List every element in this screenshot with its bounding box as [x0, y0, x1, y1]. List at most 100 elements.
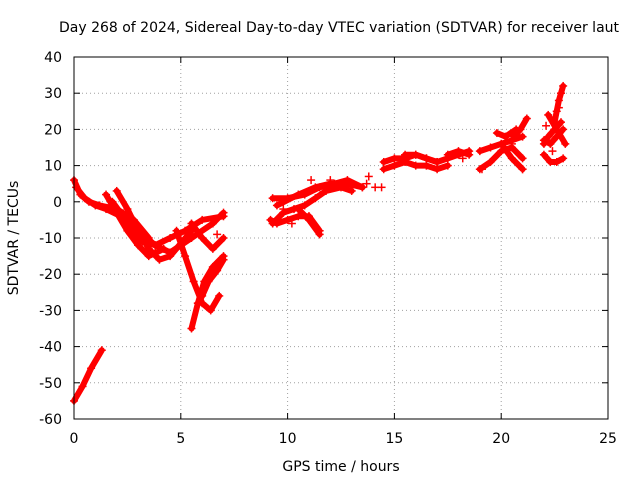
data-point — [198, 234, 207, 242]
y-tick-label: -30 — [39, 303, 62, 319]
data-point — [559, 81, 568, 90]
data-point — [390, 161, 399, 170]
data-point — [76, 190, 85, 199]
y-tick-label: -40 — [39, 340, 62, 356]
data-point — [166, 234, 175, 242]
data-point — [193, 299, 202, 308]
data-point — [315, 230, 324, 239]
data-point — [322, 186, 331, 195]
x-tick-label: 0 — [70, 431, 79, 447]
data-point — [144, 234, 153, 242]
data-point — [518, 132, 527, 141]
data-point — [379, 157, 388, 166]
data-point — [546, 139, 555, 148]
data-point — [544, 132, 553, 141]
data-point — [159, 244, 168, 253]
data-point — [219, 212, 228, 221]
y-tick-label: -10 — [39, 231, 62, 247]
data-point — [144, 252, 153, 261]
data-point — [123, 205, 132, 214]
data-point — [206, 306, 215, 315]
data-point — [465, 150, 474, 159]
data-point — [516, 125, 525, 134]
data-point — [187, 234, 196, 242]
scatter-point — [213, 230, 222, 239]
data-point — [208, 219, 217, 228]
data-point — [454, 147, 463, 156]
data-point — [358, 183, 367, 192]
scatter-point — [287, 219, 296, 228]
data-point — [518, 154, 527, 163]
scatter-point — [362, 179, 371, 188]
data-point — [554, 96, 563, 105]
series-track-18 — [402, 151, 441, 165]
data-point — [112, 186, 121, 195]
data-point — [486, 157, 495, 166]
y-axis-label: SDTVAR / TECUs — [6, 181, 22, 296]
data-point — [181, 252, 190, 261]
data-point — [501, 132, 510, 141]
data-point — [189, 277, 198, 286]
data-point — [198, 215, 207, 224]
data-point — [561, 139, 570, 148]
data-point — [102, 190, 111, 199]
data-point — [119, 212, 128, 221]
data-point — [72, 183, 81, 192]
data-point — [268, 194, 277, 203]
data-point — [187, 324, 196, 333]
data-point — [208, 262, 217, 271]
scatter-point — [279, 205, 288, 214]
data-point — [219, 234, 228, 242]
x-tick-label: 20 — [492, 431, 510, 447]
data-point — [151, 241, 160, 250]
data-point — [219, 255, 228, 264]
data-point — [138, 237, 147, 246]
data-tracks — [71, 83, 569, 404]
scatter-point — [326, 176, 335, 185]
scatter-point — [477, 165, 486, 174]
data-point — [522, 114, 531, 123]
data-point — [294, 190, 303, 199]
scatter-point — [518, 165, 527, 174]
data-point — [129, 226, 138, 235]
data-point — [283, 215, 292, 224]
x-tick-label: 10 — [279, 431, 297, 447]
data-point — [215, 291, 224, 300]
y-tick-label: 40 — [44, 50, 62, 66]
data-point — [172, 226, 181, 235]
series-track-7 — [173, 227, 223, 314]
data-point — [294, 212, 303, 221]
data-point — [272, 201, 281, 210]
axis-ticks — [73, 56, 609, 420]
data-point — [411, 161, 420, 170]
scatter-point — [341, 179, 350, 188]
data-point — [112, 208, 121, 217]
data-point — [492, 129, 501, 138]
data-point — [108, 197, 117, 206]
data-point — [283, 194, 292, 203]
series-track-10 — [188, 220, 227, 252]
scatter-point — [151, 248, 160, 257]
y-tick-label: 30 — [44, 86, 62, 102]
data-point — [155, 255, 164, 264]
data-point — [91, 201, 100, 210]
grid-lines — [73, 56, 609, 420]
y-tick-label: -60 — [39, 412, 62, 428]
data-point — [433, 165, 442, 174]
x-tick-label: 5 — [176, 431, 185, 447]
data-point — [337, 183, 345, 192]
data-point — [497, 139, 506, 148]
data-point — [166, 252, 175, 261]
scatter-point — [304, 212, 313, 221]
scatter-point — [307, 176, 316, 185]
scatter-point — [458, 154, 467, 163]
x-tick-label: 25 — [599, 431, 617, 447]
series-track-1 — [71, 347, 105, 404]
scatter-point — [422, 161, 431, 170]
data-point — [539, 150, 548, 159]
data-point — [78, 382, 87, 391]
data-point — [129, 215, 138, 224]
data-point — [87, 364, 96, 373]
scatter-point — [542, 121, 551, 130]
